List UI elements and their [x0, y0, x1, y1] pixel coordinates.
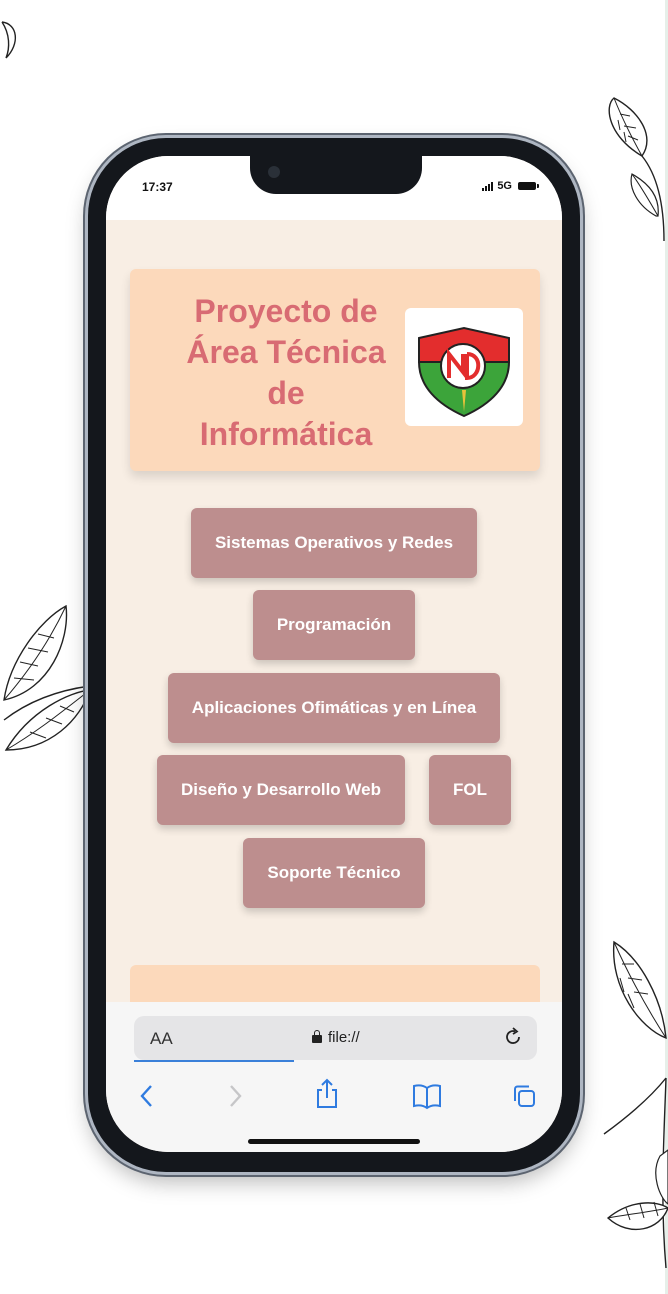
phone-screen: 17:37 5G Proyecto de Área Técnica de Inf…: [106, 156, 562, 1152]
home-indicator: [248, 1139, 420, 1144]
page-title: Proyecto de Área Técnica de Informática: [150, 291, 422, 455]
logo-container: [405, 308, 523, 426]
reload-icon[interactable]: [501, 1025, 525, 1049]
browser-bar: AA file://: [106, 1002, 562, 1152]
text-size-button[interactable]: AA: [150, 1029, 173, 1049]
leaf-illustration-top-right: [608, 97, 665, 242]
share-icon[interactable]: [314, 1078, 340, 1110]
leaf-illustration-left: [3, 604, 92, 751]
nav-button-sistemas-operativos[interactable]: Sistemas Operativos y Redes: [190, 508, 478, 578]
status-time: 17:37: [142, 180, 173, 194]
title-line: Informática: [199, 416, 373, 452]
web-page: Proyecto de Área Técnica de Informática …: [106, 220, 562, 1002]
phone-notch: [250, 156, 422, 194]
signal-icon: [482, 181, 494, 191]
browser-toolbar: [106, 1074, 562, 1120]
lock-icon: [312, 1030, 322, 1043]
leaf-illustration-top-left: [1, 21, 16, 59]
title-line: Área Técnica: [186, 334, 386, 370]
title-line: de: [267, 375, 305, 411]
url-text: file://: [328, 1029, 360, 1046]
battery-icon: [518, 182, 539, 190]
nav-button-soporte-tecnico[interactable]: Soporte Técnico: [243, 838, 425, 908]
front-camera: [268, 166, 280, 178]
nav-button-aplicaciones-ofimaticas[interactable]: Aplicaciones Ofimáticas y en Línea: [167, 673, 501, 743]
network-label: 5G: [497, 180, 512, 192]
page-edge: [665, 0, 668, 1294]
address-bar[interactable]: AA file://: [134, 1016, 537, 1060]
forward-icon[interactable]: [224, 1082, 246, 1110]
tabs-icon[interactable]: [510, 1082, 538, 1110]
footer-card: [130, 965, 540, 1002]
bookmarks-icon[interactable]: [412, 1082, 442, 1110]
back-icon[interactable]: [136, 1082, 158, 1110]
title-line: Proyecto de: [194, 293, 378, 329]
status-bar: 17:37 5G: [106, 156, 562, 220]
status-indicators: 5G: [482, 180, 539, 192]
url-display[interactable]: file://: [312, 1029, 360, 1046]
header-card: Proyecto de Área Técnica de Informática: [130, 269, 540, 471]
nav-button-diseno-web[interactable]: Diseño y Desarrollo Web: [157, 755, 405, 825]
text-size-label: AA: [150, 1029, 173, 1048]
nav-button-programacion[interactable]: Programación: [252, 590, 416, 660]
nav-button-fol[interactable]: FOL: [428, 755, 511, 825]
page-load-progress: [134, 1060, 294, 1062]
school-crest-logo: [417, 326, 511, 418]
leaf-illustration-bottom-right: [603, 940, 668, 1269]
